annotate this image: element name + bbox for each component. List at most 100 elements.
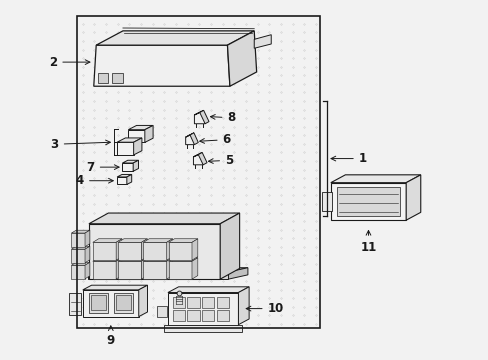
Polygon shape: [190, 133, 198, 145]
Polygon shape: [71, 262, 90, 265]
Polygon shape: [192, 239, 198, 260]
Polygon shape: [93, 239, 122, 242]
Polygon shape: [94, 45, 229, 86]
Polygon shape: [227, 31, 256, 86]
Bar: [322, 192, 331, 211]
Polygon shape: [167, 293, 238, 325]
Polygon shape: [228, 268, 247, 279]
Polygon shape: [82, 285, 147, 290]
Bar: [114, 293, 133, 313]
Polygon shape: [168, 239, 198, 242]
Bar: [187, 310, 199, 321]
Polygon shape: [118, 258, 147, 261]
Polygon shape: [82, 290, 139, 317]
Polygon shape: [144, 125, 153, 143]
Polygon shape: [193, 155, 203, 165]
Polygon shape: [122, 160, 138, 163]
Text: 3: 3: [51, 138, 110, 151]
Polygon shape: [141, 239, 147, 260]
Polygon shape: [166, 239, 172, 260]
Bar: [69, 293, 81, 315]
Polygon shape: [133, 160, 138, 171]
Polygon shape: [122, 163, 133, 171]
Polygon shape: [254, 35, 271, 48]
Polygon shape: [117, 177, 126, 184]
Text: 9: 9: [106, 326, 115, 347]
Text: 7: 7: [86, 161, 119, 174]
Polygon shape: [71, 246, 90, 249]
Bar: [187, 297, 199, 307]
Text: 11: 11: [360, 230, 376, 254]
Polygon shape: [85, 246, 90, 263]
Polygon shape: [117, 142, 133, 155]
Bar: [98, 73, 108, 83]
Bar: [216, 297, 228, 307]
Polygon shape: [330, 183, 406, 220]
Polygon shape: [168, 258, 198, 261]
Bar: [116, 295, 131, 310]
Polygon shape: [89, 224, 220, 279]
Bar: [202, 297, 214, 307]
Bar: [88, 293, 108, 313]
Polygon shape: [71, 265, 85, 279]
Polygon shape: [71, 233, 85, 247]
Polygon shape: [118, 261, 141, 279]
Polygon shape: [185, 135, 194, 145]
Polygon shape: [88, 272, 228, 279]
Polygon shape: [85, 262, 90, 279]
Polygon shape: [194, 112, 204, 124]
Polygon shape: [143, 258, 172, 261]
Polygon shape: [194, 111, 203, 115]
Bar: [216, 310, 228, 321]
Polygon shape: [93, 242, 116, 260]
Polygon shape: [117, 175, 131, 177]
Bar: [163, 325, 242, 332]
Polygon shape: [139, 285, 147, 317]
Polygon shape: [185, 133, 194, 137]
Polygon shape: [168, 242, 192, 260]
Polygon shape: [118, 242, 141, 260]
Polygon shape: [141, 258, 147, 279]
Polygon shape: [220, 213, 239, 279]
Polygon shape: [143, 239, 172, 242]
Polygon shape: [198, 153, 206, 165]
Polygon shape: [167, 287, 248, 293]
Polygon shape: [88, 268, 247, 272]
Bar: [202, 310, 214, 321]
Bar: [157, 306, 166, 317]
Polygon shape: [133, 138, 142, 155]
Polygon shape: [238, 287, 248, 325]
Polygon shape: [93, 261, 116, 279]
Polygon shape: [89, 213, 239, 224]
Text: 4: 4: [76, 174, 113, 187]
Text: 6: 6: [199, 133, 230, 146]
Text: 2: 2: [49, 55, 90, 69]
Bar: [112, 73, 122, 83]
Bar: [77, 16, 319, 328]
Polygon shape: [330, 175, 420, 183]
Text: 8: 8: [210, 111, 235, 124]
Polygon shape: [192, 258, 198, 279]
Text: 10: 10: [245, 302, 283, 315]
Polygon shape: [143, 261, 166, 279]
Polygon shape: [128, 125, 153, 130]
Polygon shape: [166, 258, 172, 279]
Polygon shape: [168, 261, 192, 279]
Bar: [336, 187, 400, 216]
Polygon shape: [93, 258, 122, 261]
Polygon shape: [406, 175, 420, 220]
Polygon shape: [116, 239, 122, 260]
Polygon shape: [193, 153, 202, 157]
Polygon shape: [117, 138, 142, 142]
Polygon shape: [71, 249, 85, 263]
Text: 5: 5: [208, 154, 233, 167]
Polygon shape: [126, 175, 131, 184]
Bar: [90, 295, 106, 310]
Polygon shape: [96, 31, 254, 45]
Polygon shape: [200, 111, 208, 124]
Bar: [172, 310, 184, 321]
Polygon shape: [85, 230, 90, 247]
Polygon shape: [116, 258, 122, 279]
Polygon shape: [143, 242, 166, 260]
Bar: [172, 297, 184, 307]
